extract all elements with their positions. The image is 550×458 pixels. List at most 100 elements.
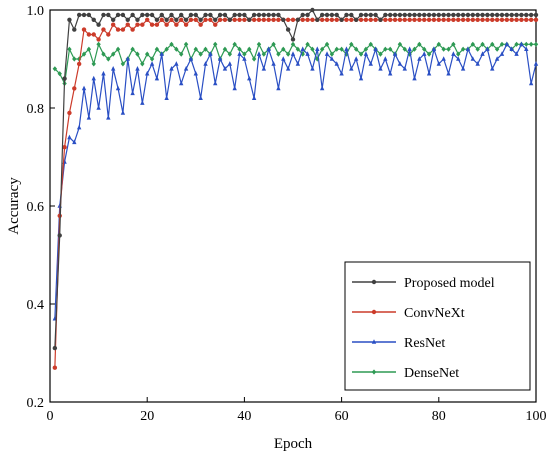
data-point-convnext	[305, 17, 310, 22]
data-point-proposed-model	[402, 12, 407, 18]
data-point-densenet	[383, 46, 388, 52]
data-point-densenet	[324, 41, 330, 47]
data-point-resnet	[285, 66, 291, 71]
data-point-proposed-model	[281, 17, 286, 22]
data-point-proposed-model	[456, 12, 461, 18]
legend-marker-resnet	[371, 339, 377, 344]
data-point-proposed-model	[310, 7, 315, 13]
data-point-resnet	[426, 70, 432, 76]
data-point-resnet	[198, 95, 203, 100]
data-point-resnet	[417, 56, 422, 61]
data-point-convnext	[412, 17, 417, 22]
data-point-densenet	[436, 41, 441, 47]
data-point-proposed-model	[227, 17, 233, 22]
data-point-densenet	[237, 46, 242, 52]
data-point-proposed-model	[436, 12, 441, 18]
data-point-convnext	[499, 17, 505, 22]
data-point-resnet	[514, 51, 519, 56]
x-tick-label: 20	[140, 409, 154, 424]
data-point-proposed-model	[188, 12, 194, 18]
data-point-densenet	[402, 46, 407, 52]
data-point-proposed-model	[446, 12, 451, 18]
data-point-convnext	[358, 17, 364, 22]
data-point-proposed-model	[164, 17, 169, 22]
data-point-proposed-model	[125, 17, 130, 22]
data-point-convnext	[120, 27, 126, 32]
data-point-densenet	[140, 61, 145, 67]
data-point-convnext	[203, 17, 208, 22]
data-point-convnext	[217, 17, 223, 22]
data-point-resnet	[305, 51, 310, 56]
data-point-proposed-model	[334, 12, 339, 18]
data-point-convnext	[524, 17, 529, 22]
data-point-resnet	[290, 51, 296, 56]
data-point-resnet	[373, 46, 378, 51]
data-point-proposed-model	[266, 12, 271, 18]
data-point-proposed-model	[441, 12, 446, 18]
data-point-proposed-model	[339, 17, 344, 22]
data-point-proposed-model	[208, 12, 213, 18]
data-point-densenet	[242, 51, 247, 57]
data-point-proposed-model	[509, 12, 514, 18]
data-point-densenet	[256, 41, 262, 47]
data-point-convnext	[344, 17, 349, 22]
data-point-densenet	[524, 41, 529, 47]
data-point-proposed-model	[271, 12, 276, 18]
data-point-convnext	[465, 17, 471, 22]
data-point-densenet	[349, 41, 354, 47]
legend-label-densenet: DenseNet	[404, 366, 459, 381]
data-point-densenet	[227, 51, 233, 57]
data-point-convnext	[509, 17, 514, 22]
data-point-densenet	[388, 46, 393, 52]
data-point-resnet	[174, 61, 179, 66]
data-point-resnet	[106, 115, 111, 120]
series-convnext	[52, 17, 539, 370]
data-point-densenet	[198, 51, 203, 57]
data-point-proposed-model	[499, 12, 505, 18]
data-point-densenet	[281, 46, 286, 52]
x-tick-label: 100	[526, 409, 547, 424]
data-point-proposed-model	[110, 17, 116, 22]
legend-box	[344, 261, 531, 391]
data-point-proposed-model	[363, 12, 369, 18]
data-point-convnext	[528, 17, 534, 22]
data-point-convnext	[130, 27, 135, 32]
data-point-densenet	[276, 51, 281, 57]
series-line-densenet	[54, 42, 536, 86]
data-point-convnext	[460, 17, 466, 22]
data-point-proposed-model	[417, 12, 422, 18]
data-point-densenet	[412, 46, 417, 52]
data-point-resnet	[528, 80, 534, 86]
data-point-resnet	[324, 51, 330, 56]
data-point-proposed-model	[514, 12, 519, 18]
data-point-proposed-model	[183, 17, 189, 22]
data-point-resnet	[179, 80, 184, 86]
data-point-proposed-model	[91, 17, 96, 22]
data-point-proposed-model	[460, 12, 466, 18]
data-point-resnet	[266, 46, 271, 51]
data-point-proposed-model	[353, 17, 359, 22]
data-point-resnet	[315, 46, 320, 51]
data-point-resnet	[334, 61, 339, 66]
data-point-resnet	[256, 51, 262, 56]
data-point-convnext	[237, 17, 242, 22]
y-axis: 0.2 0.4 0.6 0.8 1.0	[27, 4, 55, 411]
data-point-densenet	[353, 46, 359, 52]
data-point-convnext	[436, 17, 441, 22]
data-point-convnext	[154, 22, 160, 27]
data-point-convnext	[125, 22, 130, 27]
data-point-proposed-model	[135, 17, 140, 22]
data-point-proposed-model	[480, 12, 485, 18]
data-point-densenet	[290, 41, 296, 47]
data-point-convnext	[441, 17, 446, 22]
data-point-resnet	[319, 85, 325, 91]
data-point-densenet	[528, 41, 534, 47]
data-point-densenet	[213, 41, 218, 47]
data-point-convnext	[392, 17, 398, 22]
data-point-proposed-model	[67, 17, 72, 22]
data-point-proposed-model	[475, 12, 480, 18]
data-point-convnext	[490, 17, 495, 22]
data-point-resnet	[72, 139, 77, 145]
data-point-convnext	[115, 27, 121, 32]
